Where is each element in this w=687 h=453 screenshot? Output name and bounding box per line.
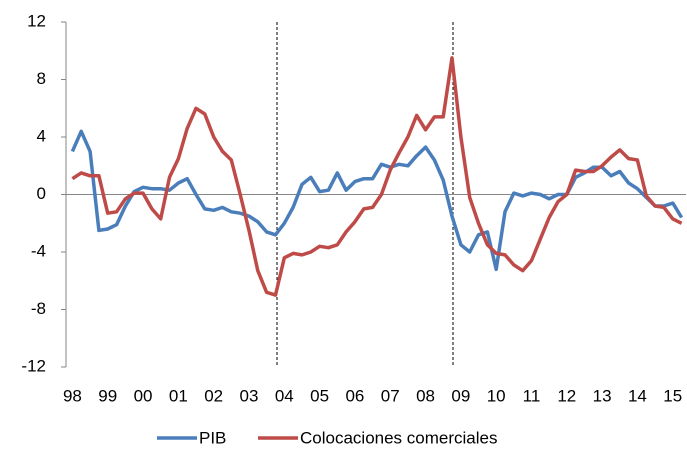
x-tick-label: 13	[593, 386, 612, 405]
x-tick-label: 12	[557, 386, 576, 405]
legend-label: PIB	[199, 428, 226, 447]
x-tick-label: 10	[487, 386, 506, 405]
y-tick-label: 8	[37, 69, 46, 88]
x-tick-label: 01	[169, 386, 188, 405]
x-tick-label: 15	[663, 386, 682, 405]
x-tick-label: 11	[523, 386, 541, 405]
x-tick-label: 05	[310, 386, 329, 405]
x-tick-label: 98	[63, 386, 82, 405]
x-tick-label: 09	[451, 386, 470, 405]
legend-label: Colocaciones comerciales	[300, 428, 497, 447]
y-tick-label: -12	[21, 356, 46, 375]
x-tick-label: 06	[345, 386, 364, 405]
series-line	[70, 129, 684, 272]
y-tick-label: 0	[37, 184, 46, 203]
x-tick-label: 07	[381, 386, 400, 405]
y-tick-label: -4	[31, 241, 46, 260]
x-tick-label: 03	[240, 386, 259, 405]
x-tick-label: 00	[134, 386, 153, 405]
x-tick-label: 14	[628, 386, 647, 405]
x-tick-label: 02	[204, 386, 223, 405]
x-tick-label: 08	[416, 386, 435, 405]
x-tick-label: 04	[275, 386, 294, 405]
y-tick-label: -8	[31, 299, 46, 318]
x-tick-label: 99	[98, 386, 117, 405]
y-tick-label: 4	[37, 126, 46, 145]
series-line	[71, 56, 683, 297]
y-tick-label: 12	[27, 11, 46, 30]
